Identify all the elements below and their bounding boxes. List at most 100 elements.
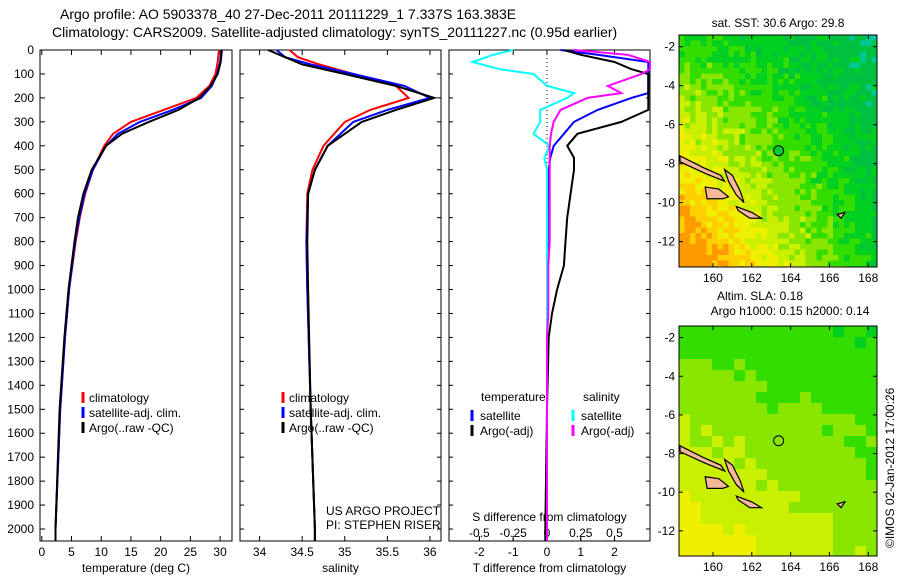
map-cell [855, 392, 867, 404]
map-cell [833, 524, 845, 536]
map-cell [860, 189, 867, 195]
map-cell [772, 90, 779, 96]
map-cell [706, 112, 713, 118]
map-cell [684, 73, 691, 80]
map-cell [734, 546, 746, 557]
map-cell [706, 244, 713, 250]
map-cell [855, 57, 861, 63]
map-cell [833, 150, 839, 157]
map-cell [756, 40, 762, 47]
map-cell [778, 51, 784, 58]
map-cell [778, 101, 784, 107]
map-cell [723, 238, 729, 245]
map-cell [734, 128, 740, 135]
map-y-tick-label: -10 [658, 485, 676, 499]
map-cell [723, 255, 729, 261]
map-cell [833, 227, 839, 234]
map-cell [739, 106, 746, 113]
map-cell [838, 35, 845, 41]
map-cell [789, 112, 795, 118]
map-cell [833, 84, 839, 91]
map-cell [701, 90, 707, 96]
map-y-tick-label: -12 [658, 524, 676, 538]
map-cell [816, 117, 823, 124]
map-cell [822, 502, 834, 514]
map-cell [805, 178, 812, 184]
map-cell [816, 51, 823, 58]
map-cell [783, 156, 790, 162]
map-cell [728, 222, 735, 228]
map-cell [794, 255, 801, 261]
map-cell [767, 189, 773, 195]
map-cell [745, 84, 751, 91]
map-cell [838, 260, 845, 267]
map-cell [855, 535, 867, 547]
map-cell [772, 172, 779, 179]
map-cell [800, 227, 806, 234]
map-cell [778, 260, 784, 267]
map-cell [745, 326, 757, 338]
map-cell [712, 249, 718, 256]
map-cell [723, 546, 735, 557]
map-cell [761, 178, 768, 184]
map-cell [833, 447, 845, 459]
map-cell [789, 480, 801, 492]
map-cell [695, 84, 702, 91]
map-cell [855, 194, 861, 201]
map-cell [684, 106, 691, 113]
map-cell [734, 392, 746, 404]
map-cell [833, 189, 839, 195]
map-cell [811, 381, 823, 393]
map-cell [690, 546, 702, 557]
map-cell [871, 46, 878, 52]
map-cell [783, 244, 790, 250]
plot-frame-differences [448, 49, 651, 542]
map-cell [833, 117, 839, 124]
map-cell [684, 35, 691, 41]
map-cell [816, 260, 823, 267]
map-cell [701, 139, 707, 146]
map-cell [756, 447, 768, 459]
map-cell [701, 112, 707, 118]
map-cell [745, 35, 751, 41]
map-cell [783, 227, 790, 234]
map-cell [833, 183, 839, 190]
map-cell [800, 524, 812, 536]
map-cell [833, 216, 839, 223]
map-cell [756, 150, 762, 157]
map-cell [849, 145, 856, 151]
map-cell [778, 134, 784, 140]
map-cell [778, 359, 790, 371]
map-cell [866, 222, 872, 228]
map-cell [789, 513, 801, 525]
legend-label: climatology [289, 391, 349, 405]
map-cell [811, 35, 817, 41]
map-cell [772, 112, 779, 118]
map-cell [811, 145, 817, 151]
map-cell [778, 128, 784, 135]
map-cell [811, 502, 823, 514]
map-cell [684, 244, 691, 250]
map-cell [827, 255, 834, 261]
map-cell [789, 68, 795, 74]
map-cell [822, 535, 834, 547]
map-cell [684, 57, 691, 63]
map-cell [833, 469, 845, 481]
map-cell [827, 84, 834, 91]
map-cell [723, 117, 729, 124]
map-cell [756, 524, 768, 536]
map-cell [745, 535, 757, 547]
map-cell [794, 101, 801, 107]
map-cell [745, 183, 751, 190]
map-cell [745, 128, 751, 135]
map-cell [849, 128, 856, 135]
map-cell [833, 403, 845, 415]
map-cell [684, 68, 691, 74]
map-cell [811, 194, 817, 201]
map-cell [701, 156, 707, 162]
map-cell [728, 101, 735, 107]
map-cell [844, 216, 850, 223]
map-cell [871, 106, 878, 113]
map-cell [783, 172, 790, 179]
